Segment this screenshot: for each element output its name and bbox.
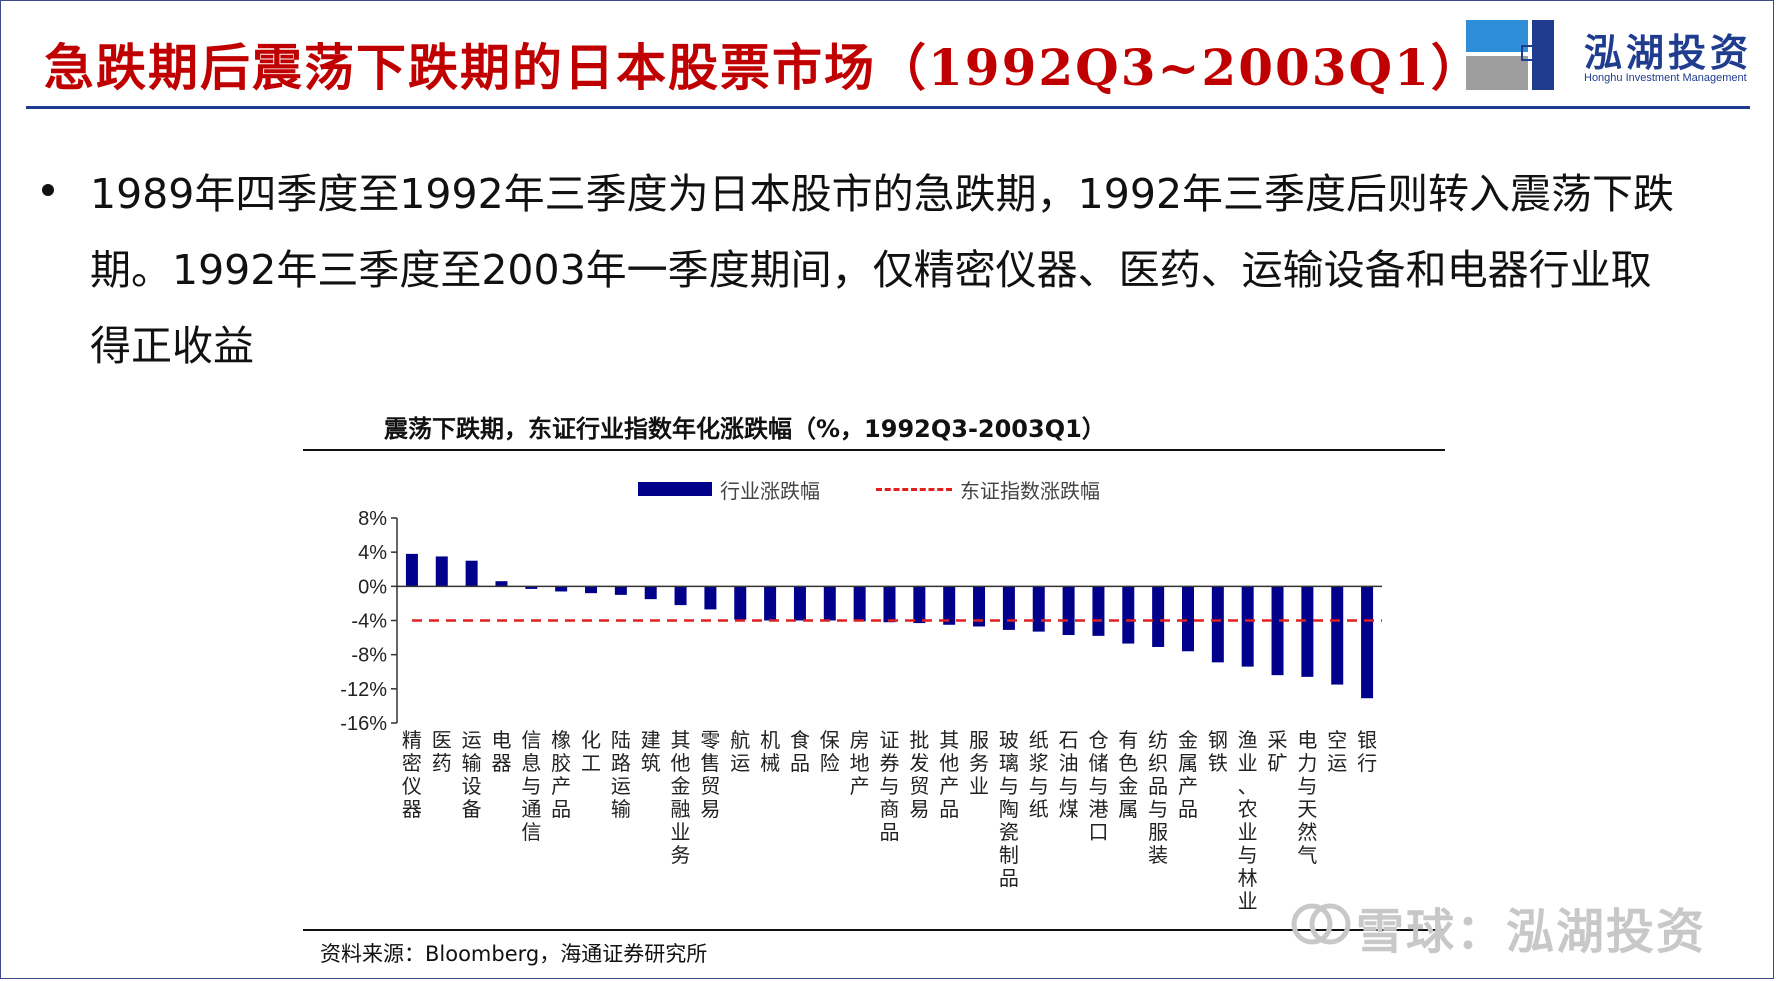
x-tick-label: 电器 (491, 728, 511, 775)
legend-bar-label: 行业涨跌幅 (720, 479, 820, 503)
bar-仓储与港口 (1092, 586, 1105, 636)
bar-零售贸易 (704, 586, 717, 610)
bar-信息与通信 (525, 586, 538, 589)
x-tick-label: 机械 (760, 728, 780, 775)
x-tick-label: 医药 (432, 728, 452, 775)
x-tick-label: 空运 (1327, 728, 1347, 775)
y-tick-label: -4% (351, 611, 387, 633)
x-tick-label: 食品 (790, 728, 810, 775)
bar-证券与商品 (883, 586, 896, 623)
x-tick-label: 电力与天然气 (1297, 728, 1317, 867)
bar-建筑 (644, 586, 657, 600)
bar-食品 (793, 586, 806, 621)
x-tick-label: 精密仪器 (402, 728, 422, 821)
bar-电力与天然气 (1301, 586, 1314, 677)
bar-陆路运输 (614, 586, 627, 595)
chart-title: 震荡下跌期，东证行业指数年化涨跌幅（%，1992Q3-2003Q1） (384, 415, 1106, 443)
bar-钢铁 (1211, 586, 1224, 663)
bar-运输设备 (465, 560, 478, 587)
y-tick-label: 4% (358, 542, 387, 564)
y-tick-label: -8% (351, 645, 387, 667)
bar-保险 (823, 586, 836, 621)
x-tick-label: 保险 (820, 728, 840, 775)
x-tick-label: 银行 (1357, 728, 1377, 775)
x-tick-label: 其他产品 (939, 728, 959, 821)
bar-采矿 (1271, 586, 1284, 676)
x-tick-label: 钢铁 (1208, 728, 1228, 775)
chart-top-rule (303, 449, 1445, 451)
company-logo: 泓湖投资 Honghu Investment Management (1466, 20, 1756, 92)
y-tick-label: -12% (340, 679, 387, 701)
x-tick-label: 纸浆与纸 (1029, 728, 1049, 821)
bar-房地产 (853, 586, 866, 622)
bar-其他金融业务 (674, 586, 687, 606)
x-tick-label: 批发贸易 (909, 728, 929, 821)
y-tick-label: 0% (358, 576, 387, 598)
bullet-dot (42, 184, 54, 196)
x-tick-label: 其他金融业务 (671, 728, 691, 867)
x-tick-label: 渔业、农业与林业 (1238, 728, 1258, 913)
y-tick-label: 8% (358, 508, 387, 530)
x-tick-label: 信息与通信 (521, 728, 541, 844)
source-note: 资料来源：Bloomberg，海通证券研究所 (320, 942, 708, 966)
x-tick-label: 金属产品 (1178, 728, 1198, 821)
bar-玻璃与陶瓷制品 (1002, 586, 1015, 630)
snowball-icon (1291, 903, 1351, 945)
logo-blocks-icon (1466, 20, 1554, 90)
chart-bottom-rule (303, 929, 1445, 931)
bar-批发贸易 (913, 586, 926, 624)
legend-line-label: 东证指数涨跌幅 (960, 479, 1100, 503)
bar-化工 (585, 586, 598, 594)
x-tick-label: 采矿 (1268, 728, 1288, 775)
x-tick-label: 运输设备 (462, 728, 482, 821)
bar-chart: 8% 4% 0% -4% -8% -12% -16% 精密仪器医药运输设备电器信息与通信橡胶产… (340, 508, 1382, 913)
x-tick-label: 零售贸易 (700, 728, 720, 821)
y-tick-label: -16% (340, 713, 387, 735)
slide-title: 急跌期后震荡下跌期的日本股票市场（1992Q3~2003Q1） (44, 38, 1483, 97)
x-tick-label: 化工 (581, 728, 601, 775)
bar-医药 (435, 556, 448, 587)
x-tick-label: 证券与商品 (880, 728, 900, 844)
bar-精密仪器 (405, 553, 418, 587)
bar-机械 (764, 586, 777, 621)
x-tick-label: 石油与煤 (1059, 728, 1079, 821)
bar-纺织品与服装 (1152, 586, 1165, 647)
bar-纸浆与纸 (1032, 586, 1045, 632)
x-tick-label: 玻璃与陶瓷制品 (999, 728, 1019, 890)
bar-有色金属 (1122, 586, 1135, 644)
bar-电器 (495, 581, 508, 587)
legend-bar-swatch (638, 482, 712, 496)
bar-石油与煤 (1062, 586, 1075, 636)
watermark: 雪球：泓湖投资 (1290, 892, 1706, 962)
x-tick-label: 仓储与港口 (1088, 728, 1108, 844)
x-tick-label: 橡胶产品 (551, 728, 571, 821)
bar-航运 (734, 586, 747, 620)
logo-subtitle: Honghu Investment Management (1584, 72, 1747, 84)
legend-line-swatch (876, 488, 952, 491)
watermark-text: 雪球：泓湖投资 (1356, 904, 1707, 960)
bar-银行 (1361, 586, 1374, 699)
bar-空运 (1331, 586, 1344, 685)
x-tick-label: 有色金属 (1118, 728, 1138, 821)
bar-渔业、农业与林业 (1241, 586, 1254, 667)
logo-name: 泓湖投资 (1584, 31, 1753, 75)
bar-服务业 (973, 586, 986, 627)
bar-金属产品 (1181, 586, 1194, 652)
bullet-text: 1989年四季度至1992年三季度为日本股市的急跌期，1992年三季度后则转入震… (90, 170, 1675, 370)
x-tick-label: 航运 (730, 728, 750, 775)
x-tick-label: 陆路运输 (611, 728, 631, 821)
bar-其他产品 (943, 586, 956, 625)
x-tick-label: 服务业 (969, 728, 989, 798)
x-tick-label: 房地产 (850, 728, 870, 798)
x-tick-label: 纺织品与服装 (1148, 728, 1168, 867)
x-tick-label: 建筑 (641, 728, 661, 775)
bar-橡胶产品 (555, 586, 568, 592)
title-rule (26, 106, 1750, 109)
